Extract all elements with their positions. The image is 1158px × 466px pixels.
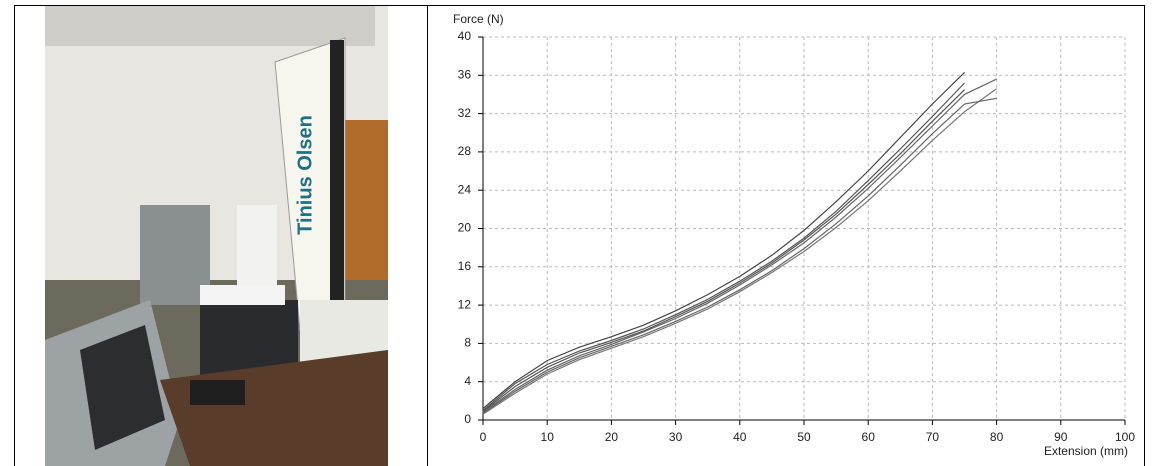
y-tick-label: 28 [458,144,472,158]
y-tick-label: 4 [464,374,471,388]
x-axis-label: Extension (mm) [1044,444,1128,458]
table-frame [14,5,1145,466]
y-tick-label: 8 [464,336,471,350]
plot: 0 4 8 12 16 20 24 28 32 36 40 0 10 20 30 40 50 60 70 80 90 10… [458,29,1136,444]
x-tick-label: 80 [990,430,1004,444]
monitor-screen [80,325,165,450]
force-curve [482,88,997,415]
y-tick-label: 12 [458,297,472,311]
x-tick-label: 100 [1115,430,1135,444]
desk [160,350,388,466]
ceiling-beam [45,6,375,46]
force-curve [482,82,965,411]
x-tick-label: 50 [797,430,811,444]
y-tick-label: 36 [458,67,472,81]
x-tick-label: 90 [1054,430,1068,444]
force-curve [482,97,997,414]
stand [140,205,210,305]
force-curve [482,71,965,409]
door [340,120,388,280]
papers [200,285,285,305]
y-tick-label: 0 [464,412,471,426]
photo: Tinius Olsen [45,6,388,466]
x-tick-label: 20 [605,430,619,444]
x-tick-label: 0 [480,430,487,444]
y-tick-label: 24 [458,182,472,196]
y-tick-label: 16 [458,259,472,273]
y-axis-label: Force (N) [453,12,504,26]
x-tick-label: 60 [862,430,876,444]
y-tick-label: 20 [458,221,472,235]
x-tick-label: 40 [733,430,747,444]
keyboard [190,380,245,405]
brand-label: Tinius Olsen [294,115,316,235]
y-tick-label: 40 [458,29,472,43]
force-curve [482,89,965,412]
x-tick-label: 30 [669,430,683,444]
x-tick-label: 70 [926,430,940,444]
cabinet [237,205,277,285]
tower-column [330,40,344,300]
x-tick-label: 10 [541,430,555,444]
y-tick-label: 32 [458,106,472,120]
force-curve [482,78,997,413]
